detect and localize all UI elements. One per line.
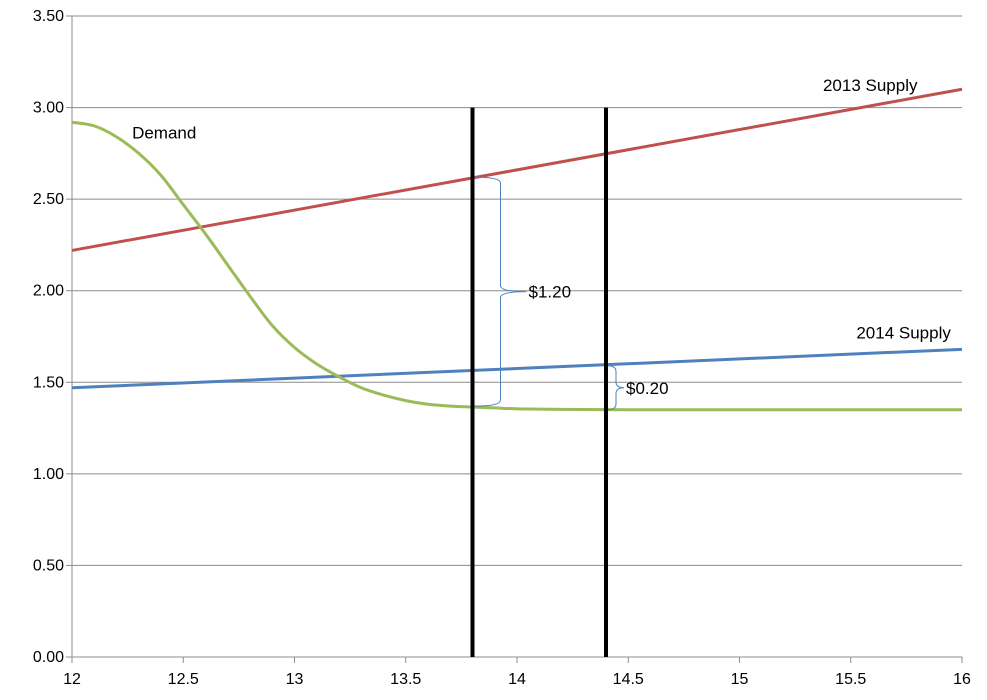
bracket-0 [474,176,527,407]
bracket-label: $0.20 [626,379,669,398]
series-label: Demand [132,124,196,143]
axes: 0.00 0.50 1.00 1.50 2.00 2.50 3.00 3.50 12 12.5 13… [33,8,971,688]
series-line-2013-supply [71,87,963,252]
x-tick-label: 13 [286,671,304,688]
vertical-markers [470,107,608,657]
y-tick-label: 1.50 [33,374,64,391]
y-tick-label: 3.00 [33,100,64,117]
y-tick-label: 1.00 [33,466,64,483]
brackets: $1.20 $0.20 [474,176,669,411]
x-tick-label: 14.5 [613,671,644,688]
y-tick-label: 0.50 [33,557,64,574]
series-line-2014-supply [71,347,963,390]
x-tick-label: 15 [731,671,749,688]
y-tick-label: 0.00 [33,649,64,666]
y-tick-label: 3.50 [33,8,64,25]
bracket-label: $1.20 [529,283,572,302]
bracket-1 [607,365,625,411]
series-label: 2013 Supply [823,76,918,95]
x-tick-label: 16 [953,671,971,688]
x-tick-label: 13.5 [390,671,421,688]
series-line-demand [71,120,962,412]
gridlines [72,15,962,566]
y-tick-label: 2.50 [33,191,64,208]
x-tick-label: 15.5 [835,671,866,688]
x-tick-label: 12.5 [168,671,199,688]
x-tick-label: 12 [63,671,81,688]
series [71,87,963,412]
x-tick-label: 14 [508,671,526,688]
series-label: 2014 Supply [856,323,951,342]
labels: 2013 Supply 2014 Supply Demand [132,76,951,342]
y-tick-label: 2.00 [33,283,64,300]
